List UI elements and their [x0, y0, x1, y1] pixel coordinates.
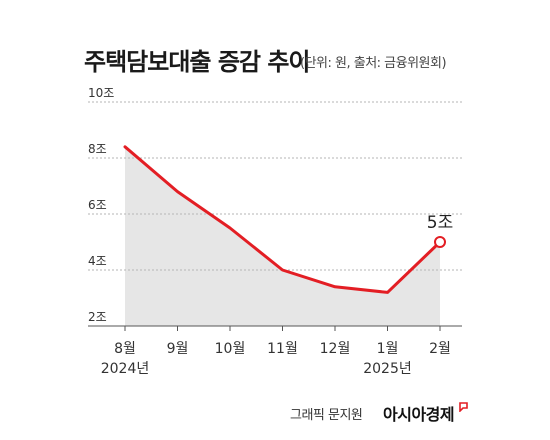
x-year-label: 2025년 [363, 361, 412, 377]
chart-subtitle: (단위: 원, 출처: 금융위원회) [300, 56, 447, 71]
x-tick-label: 2월 [429, 341, 451, 357]
graphic-credit: 그래픽 문지원 [290, 408, 363, 423]
x-tick-label: 9월 [167, 341, 189, 357]
y-tick-label: 2조 [88, 310, 107, 324]
x-tick-label: 12월 [320, 341, 351, 357]
x-year-label: 2024년 [101, 361, 150, 377]
y-tick-label: 6조 [88, 198, 107, 212]
area-fill [125, 146, 440, 326]
chart-title: 주택담보대출 증감 추이 [84, 48, 311, 76]
x-tick-label: 10월 [215, 341, 246, 357]
data-point-marker [434, 236, 446, 248]
x-tick-label: 1월 [377, 341, 399, 357]
x-tick-label: 11월 [267, 341, 298, 357]
y-tick-label: 8조 [88, 142, 107, 156]
y-tick-label: 10조 [88, 86, 114, 100]
brand-mark-icon [459, 402, 468, 412]
data-label: 5조 [427, 213, 453, 233]
series-line [123, 145, 442, 294]
brand-logo-text: 아시아경제 [383, 405, 455, 424]
x-tick-label: 8월 [114, 341, 136, 357]
y-tick-label: 4조 [88, 254, 107, 268]
